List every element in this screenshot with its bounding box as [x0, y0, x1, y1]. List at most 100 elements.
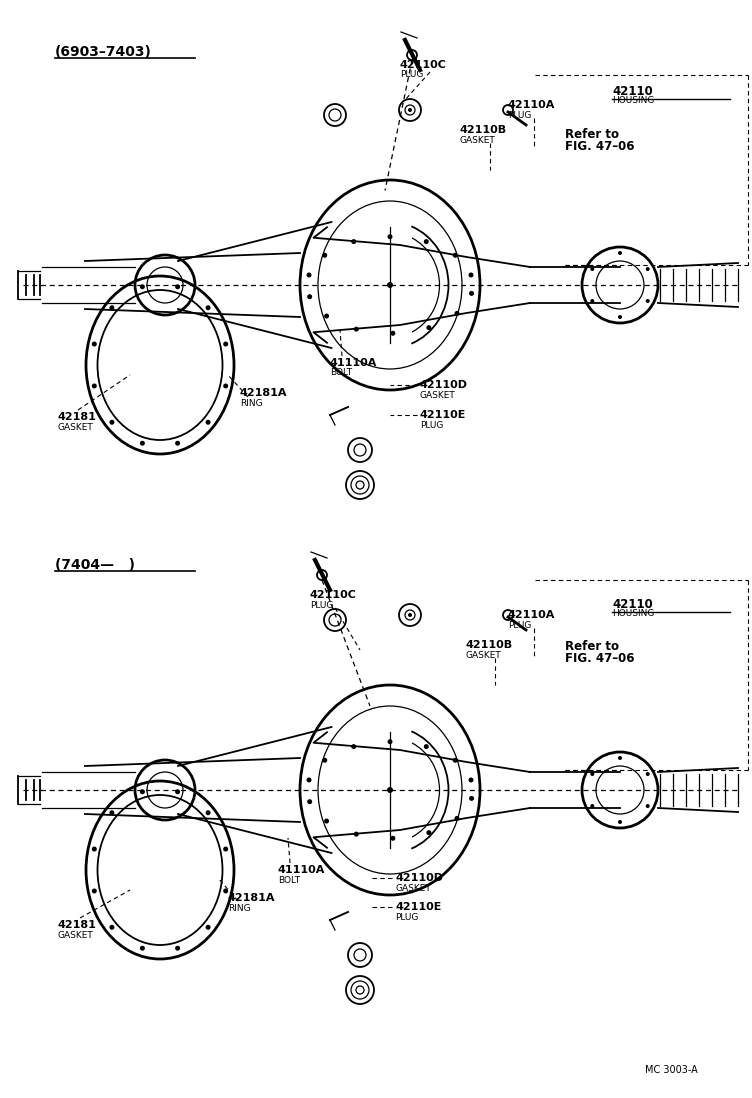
Text: 42181: 42181 — [58, 920, 97, 930]
Circle shape — [424, 744, 429, 749]
Circle shape — [175, 945, 180, 951]
Circle shape — [453, 758, 458, 763]
Circle shape — [110, 810, 114, 815]
Text: 42110A: 42110A — [508, 610, 556, 620]
Circle shape — [324, 818, 329, 824]
Circle shape — [468, 272, 474, 278]
Circle shape — [307, 777, 311, 783]
Circle shape — [618, 315, 622, 320]
Circle shape — [205, 925, 211, 930]
Text: GASKET: GASKET — [420, 391, 456, 400]
Circle shape — [454, 816, 459, 821]
Text: FIG. 47–06: FIG. 47–06 — [565, 652, 635, 665]
Text: PLUG: PLUG — [508, 621, 532, 630]
Circle shape — [590, 267, 594, 271]
Circle shape — [646, 804, 650, 808]
Circle shape — [387, 282, 393, 288]
Circle shape — [426, 830, 432, 836]
Circle shape — [223, 383, 228, 389]
Text: 41110A: 41110A — [330, 358, 378, 368]
Circle shape — [590, 804, 594, 808]
Circle shape — [307, 294, 312, 299]
Text: PLUG: PLUG — [310, 601, 333, 610]
Circle shape — [387, 739, 393, 744]
Text: 42181: 42181 — [58, 412, 97, 422]
Circle shape — [323, 253, 327, 258]
Circle shape — [646, 772, 650, 776]
Circle shape — [387, 787, 393, 793]
Text: (6903–7403): (6903–7403) — [55, 45, 152, 59]
Circle shape — [590, 772, 594, 776]
Text: PLUG: PLUG — [508, 111, 532, 120]
Text: RING: RING — [228, 904, 250, 914]
Text: PLUG: PLUG — [420, 421, 444, 430]
Circle shape — [354, 831, 359, 837]
Circle shape — [354, 326, 359, 332]
Circle shape — [110, 305, 114, 311]
Circle shape — [408, 613, 412, 617]
Text: GASKET: GASKET — [395, 884, 431, 893]
Text: Refer to: Refer to — [565, 640, 619, 653]
Circle shape — [469, 291, 474, 295]
Circle shape — [223, 888, 228, 894]
Circle shape — [618, 757, 622, 760]
Circle shape — [140, 945, 145, 951]
Circle shape — [175, 440, 180, 446]
Text: GASKET: GASKET — [58, 423, 94, 432]
Text: 42110C: 42110C — [310, 590, 357, 600]
Circle shape — [205, 419, 211, 425]
Circle shape — [223, 341, 228, 347]
Circle shape — [92, 847, 97, 852]
Circle shape — [646, 267, 650, 271]
Text: GASKET: GASKET — [465, 651, 501, 660]
Text: Refer to: Refer to — [565, 128, 619, 141]
Circle shape — [408, 108, 412, 112]
Circle shape — [590, 299, 594, 303]
Text: 42110B: 42110B — [465, 640, 512, 650]
Circle shape — [390, 330, 396, 336]
Text: 42110A: 42110A — [508, 100, 556, 110]
Circle shape — [424, 239, 429, 244]
Circle shape — [323, 758, 327, 763]
Text: HOUSING: HOUSING — [612, 609, 654, 618]
Text: 42110D: 42110D — [395, 873, 443, 883]
Text: MC 3003-A: MC 3003-A — [645, 1065, 698, 1075]
Circle shape — [646, 299, 650, 303]
Circle shape — [324, 314, 329, 318]
Circle shape — [454, 311, 459, 316]
Circle shape — [175, 284, 180, 289]
Circle shape — [92, 383, 97, 389]
Circle shape — [468, 777, 474, 783]
Circle shape — [618, 820, 622, 824]
Circle shape — [140, 789, 145, 794]
Text: GASKET: GASKET — [460, 136, 496, 145]
Circle shape — [387, 234, 393, 239]
Text: BOLT: BOLT — [330, 368, 352, 377]
Circle shape — [140, 284, 145, 289]
Circle shape — [92, 341, 97, 347]
Text: 42110: 42110 — [612, 85, 653, 98]
Text: 42110: 42110 — [612, 598, 653, 610]
Text: PLUG: PLUG — [400, 70, 423, 79]
Circle shape — [351, 239, 356, 244]
Circle shape — [453, 253, 458, 258]
Text: FIG. 47–06: FIG. 47–06 — [565, 141, 635, 153]
Circle shape — [307, 799, 312, 804]
Circle shape — [618, 251, 622, 255]
Text: 42110B: 42110B — [460, 125, 507, 135]
Text: GASKET: GASKET — [58, 931, 94, 940]
Circle shape — [205, 305, 211, 311]
Circle shape — [92, 888, 97, 894]
Text: (7404—   ): (7404— ) — [55, 558, 135, 572]
Circle shape — [205, 810, 211, 815]
Text: 42110D: 42110D — [420, 380, 468, 390]
Text: 42110C: 42110C — [400, 60, 447, 70]
Circle shape — [390, 836, 396, 841]
Circle shape — [426, 325, 432, 330]
Circle shape — [223, 847, 228, 852]
Text: 42181A: 42181A — [240, 388, 287, 397]
Circle shape — [110, 925, 114, 930]
Text: 42110E: 42110E — [395, 901, 441, 912]
Text: HOUSING: HOUSING — [612, 96, 654, 105]
Circle shape — [110, 419, 114, 425]
